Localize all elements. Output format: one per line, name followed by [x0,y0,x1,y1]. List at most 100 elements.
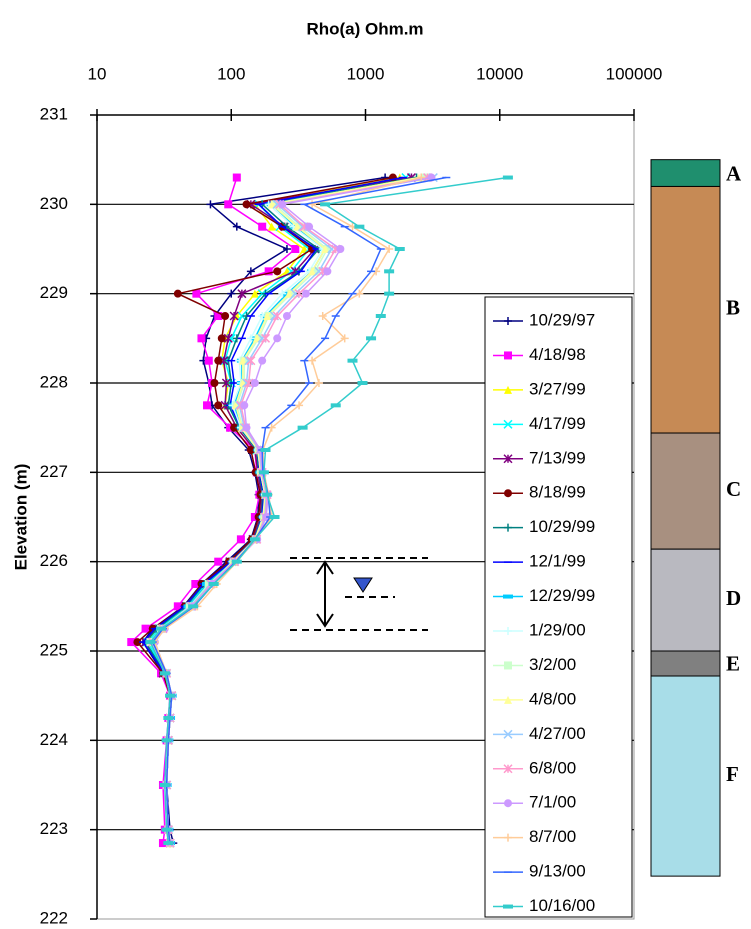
marker [161,827,172,832]
layer [650,159,721,187]
marker [290,289,300,299]
y-tick-label: 230 [40,194,68,213]
layer [650,185,721,434]
x-tick-label: 100 [217,64,245,83]
marker [294,289,304,299]
marker [242,200,251,209]
marker [295,401,304,410]
marker [221,312,230,320]
legend-label: 7/1/00 [529,793,576,812]
legend-label: 12/29/99 [529,586,595,605]
marker [214,557,223,566]
marker [503,594,513,599]
marker [330,403,341,408]
marker [258,356,267,365]
marker [127,638,136,647]
marker [246,356,256,366]
y-axis-title: Elevation (m) [11,464,30,571]
marker [340,334,349,343]
marker [223,333,233,343]
marker [141,624,150,633]
layer-label: A [726,161,742,185]
x-tick-label: 100000 [606,64,663,83]
marker [504,489,512,498]
marker [355,289,364,298]
marker [503,419,513,429]
marker [282,312,291,320]
marker [269,515,280,519]
legend-label: 4/18/98 [529,345,586,364]
marker [504,799,512,808]
marker [249,537,260,542]
marker [165,693,176,698]
series-line [151,176,422,844]
y-tick-label: 225 [40,640,68,659]
marker [236,535,245,544]
marker [250,289,259,298]
marker [504,833,512,842]
marker [285,289,294,298]
marker [278,289,287,298]
marker [305,222,314,231]
series-line [149,176,426,844]
series-line [147,176,400,844]
marker [229,311,239,321]
layer [650,650,721,677]
marker [262,492,273,497]
marker [281,291,292,296]
y-tick-label: 231 [40,104,68,123]
y-tick-label: 228 [40,372,68,391]
marker [301,289,310,298]
marker [242,423,251,432]
legend-label: 3/2/00 [529,655,576,674]
marker [246,446,255,454]
marker [258,222,267,231]
marker [246,334,255,343]
marker [504,351,512,360]
marker [250,379,259,387]
y-tick-label: 224 [40,730,68,749]
series-line [151,176,447,844]
y-tick-label: 227 [40,462,68,481]
marker [210,379,219,387]
marker [375,314,386,318]
marker [260,448,271,452]
marker [314,266,324,276]
legend-label: 3/27/99 [529,379,586,398]
marker [214,401,223,410]
marker [503,454,513,464]
legend-label: 6/8/00 [529,758,576,777]
series-line [154,176,422,844]
marker [173,602,182,611]
marker [366,336,377,341]
marker [240,401,249,410]
marker [226,423,235,432]
y-tick-label: 223 [40,819,68,838]
marker [133,638,142,647]
marker [156,626,167,631]
marker [159,783,170,787]
series-line [149,176,509,844]
legend-label: 8/7/00 [529,827,576,846]
marker [244,378,254,388]
marker [191,580,200,588]
legend-label: 8/18/99 [529,483,586,502]
marker [310,267,319,276]
marker [264,267,273,276]
marker [192,289,201,298]
legend-label: 4/8/00 [529,689,576,708]
marker [214,312,223,320]
marker [159,671,170,676]
layer [650,432,721,550]
marker [237,289,247,299]
marker [321,245,330,253]
marker [503,904,513,909]
marker [384,269,395,274]
marker [504,317,512,325]
series [145,175,435,846]
marker [504,523,512,532]
legend-label: 9/13/00 [529,862,586,881]
marker [208,582,219,586]
water-table-symbol [353,577,373,593]
marker [503,729,513,739]
